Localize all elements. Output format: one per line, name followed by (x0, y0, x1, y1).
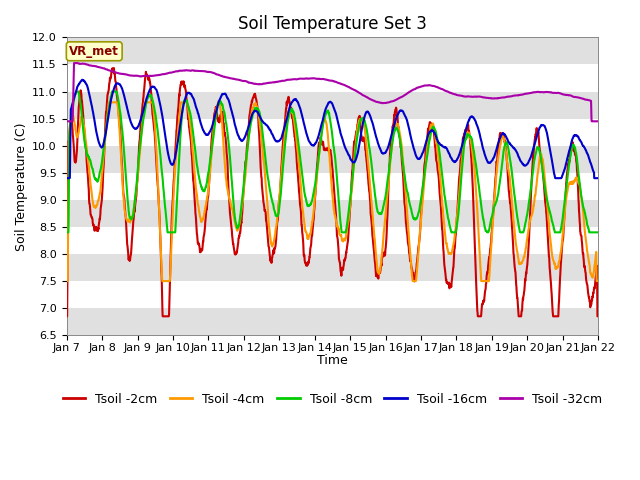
Legend: Tsoil -2cm, Tsoil -4cm, Tsoil -8cm, Tsoil -16cm, Tsoil -32cm: Tsoil -2cm, Tsoil -4cm, Tsoil -8cm, Tsoi… (58, 388, 607, 411)
X-axis label: Time: Time (317, 354, 348, 367)
Bar (67, 173, 598, 200)
Bar (67, 308, 598, 335)
Text: VR_met: VR_met (69, 45, 119, 58)
Bar (67, 254, 598, 281)
Y-axis label: Soil Temperature (C): Soil Temperature (C) (15, 122, 28, 251)
Title: Soil Temperature Set 3: Soil Temperature Set 3 (238, 15, 427, 33)
Bar (67, 281, 598, 308)
Bar (67, 200, 598, 227)
Bar (67, 92, 598, 119)
Bar (67, 119, 598, 145)
Bar (67, 227, 598, 254)
Bar (67, 145, 598, 173)
Bar (67, 37, 598, 64)
Bar (67, 64, 598, 92)
